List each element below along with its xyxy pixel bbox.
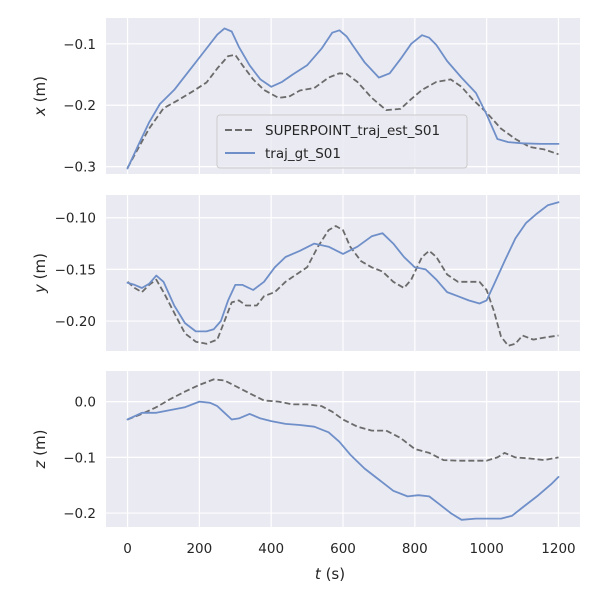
est-series-line [126,54,559,169]
x-tick-label: 1000 [469,541,503,557]
legend-box [216,114,468,169]
est-series-line [127,378,559,462]
legend-label-gt: traj_gt_S01 [265,146,341,162]
legend: SUPERPOINT_traj_est_S01 traj_gt_S01 [216,114,468,169]
gt-series-line [126,201,560,333]
x-tick-label: 0 [123,541,132,557]
gt-series-line [126,400,560,521]
y-tick-label: −0.20 [55,314,96,330]
x-tick-label: 600 [330,541,356,557]
y-panel: −0.20 −0.15 −0.10 y (m) [31,195,580,351]
z-axis-label: z (m) [31,430,49,470]
y-tick-label: 0.0 [75,395,96,411]
z-panel: 0 200 400 600 800 1000 1200 −0.2 −0.1 0.0 z (m) t (… [31,371,580,583]
legend-label-est: SUPERPOINT_traj_est_S01 [265,123,440,139]
x-tick-label: 400 [258,541,284,557]
t-axis-label: t (s) [315,565,345,583]
est-series-line [126,225,559,347]
y-tick-label: −0.1 [63,37,96,53]
x-axis-label: x (m) [31,76,49,117]
gt-series-line [126,27,560,170]
y-tick-label: −0.2 [63,506,96,522]
y-tick-label: −0.3 [63,160,96,176]
x-tick-label: 1200 [541,541,575,557]
x-tick-label: 800 [402,541,428,557]
y-tick-label: −0.2 [63,98,96,114]
y-tick-label: −0.1 [63,450,96,466]
y-axis-label: y (m) [31,253,49,294]
y-tick-label: −0.15 [55,262,96,278]
y-tick-label: −0.10 [55,211,96,227]
x-tick-label: 200 [186,541,212,557]
